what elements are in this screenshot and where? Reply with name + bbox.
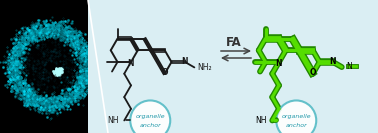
Text: anchor: anchor — [285, 123, 307, 128]
FancyBboxPatch shape — [0, 0, 108, 133]
Text: organelle: organelle — [282, 114, 311, 119]
Text: O: O — [161, 68, 168, 77]
Text: O: O — [310, 68, 316, 77]
Text: N: N — [275, 59, 281, 68]
Circle shape — [130, 100, 170, 133]
Text: N: N — [330, 57, 336, 65]
Text: N: N — [182, 57, 188, 65]
Text: FA: FA — [226, 36, 242, 49]
Circle shape — [276, 100, 316, 133]
Text: NH: NH — [256, 116, 267, 125]
Text: N: N — [127, 59, 133, 68]
Text: anchor: anchor — [139, 123, 161, 128]
Text: organelle: organelle — [135, 114, 165, 119]
FancyBboxPatch shape — [88, 0, 378, 133]
Text: NH₂: NH₂ — [197, 63, 212, 72]
Text: N: N — [346, 62, 352, 71]
Text: NH: NH — [108, 116, 119, 125]
